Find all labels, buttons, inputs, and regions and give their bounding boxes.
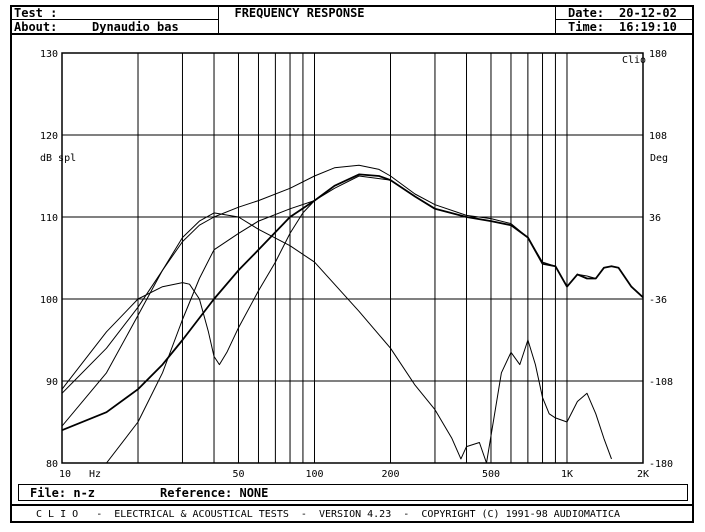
date-label: Date: <box>568 6 605 20</box>
x-tick-label: 2K <box>637 469 649 480</box>
y2-axis-label: Deg <box>650 153 669 164</box>
y2-tick-label: -108 <box>649 377 673 388</box>
header-rule-left <box>10 19 218 20</box>
header-rule-right <box>555 19 694 20</box>
file-name: File: n-z <box>30 486 96 500</box>
clio-brand-label: Clio <box>622 55 647 66</box>
x-tick-label: 1K <box>561 469 573 480</box>
series-line-5 <box>62 212 612 463</box>
y-tick-label: 100 <box>40 295 58 306</box>
y2-tick-label: 108 <box>649 131 667 142</box>
y2-tick-label: -36 <box>649 295 667 306</box>
x-tick-label: 50 <box>232 469 244 480</box>
y-tick-label: 90 <box>46 377 58 388</box>
date-value: 20-12-02 <box>619 6 677 20</box>
series-line-4 <box>106 200 315 463</box>
about-value: Dynaudio bas <box>92 20 179 34</box>
header <box>10 5 694 35</box>
footer-bar <box>12 504 692 523</box>
y-tick-label: 110 <box>40 213 58 224</box>
about-label: About: <box>14 20 58 34</box>
x-tick-label: 100 <box>305 469 323 480</box>
plot-area <box>61 52 644 464</box>
series-line-2 <box>62 173 643 432</box>
y-axis-label: dB spl <box>40 153 77 164</box>
x-tick-label: 10 <box>59 469 71 480</box>
y2-tick-label: -180 <box>649 459 673 470</box>
y-tick-label: 130 <box>40 49 58 60</box>
time-value: 16:19:10 <box>619 20 677 34</box>
y2-tick-label: 36 <box>649 213 661 224</box>
window-frame <box>10 5 694 523</box>
header-divider-left <box>218 5 219 33</box>
page-title: FREQUENCY RESPONSE <box>234 6 365 20</box>
footer-text: C L I O - ELECTRICAL & ACOUSTICAL TESTS … <box>36 509 620 520</box>
time-label: Time: <box>568 20 605 34</box>
y-tick-label: 80 <box>46 459 58 470</box>
file-bar <box>18 484 688 501</box>
y-tick-label: 120 <box>40 131 58 142</box>
x-tick-label: 200 <box>381 469 399 480</box>
x-unit-label: Hz <box>89 469 102 480</box>
test-label: Test : <box>14 6 58 20</box>
reference-label: Reference: NONE <box>160 486 269 500</box>
series-line-3 <box>62 175 391 390</box>
y2-tick-label: 180 <box>649 49 667 60</box>
x-tick-label: 500 <box>482 469 500 480</box>
